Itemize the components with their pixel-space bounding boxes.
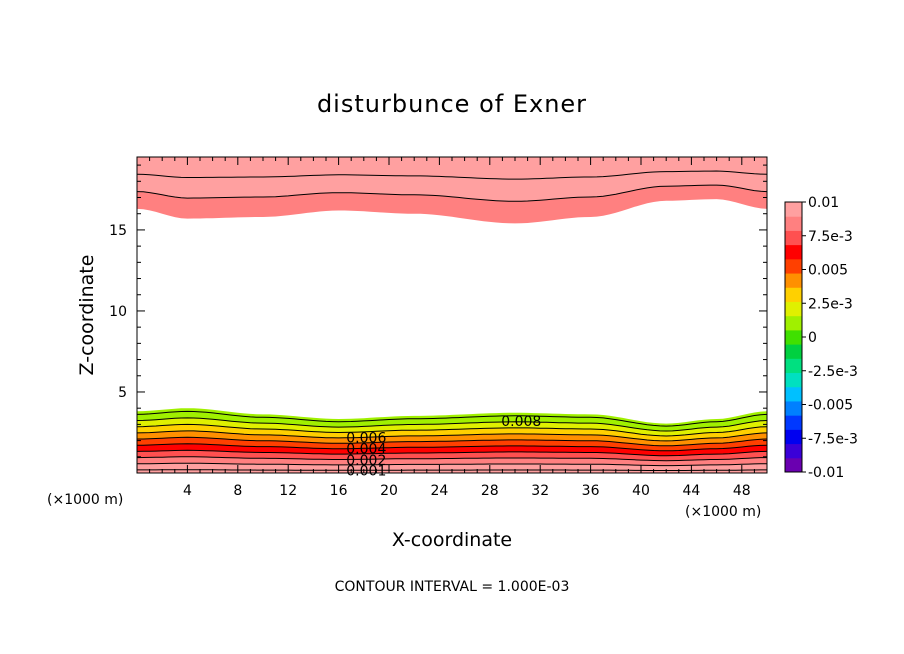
contour-label: 0.001 (346, 464, 386, 480)
colorbar-segment (785, 344, 802, 359)
colorbar-label: 0.005 (808, 263, 848, 279)
x-axis-ticks: 4 8 12 16 20 24 28 32 36 40 44 48 (149, 157, 755, 499)
x-tick-label: 16 (330, 483, 348, 499)
x-tick-label: 20 (380, 483, 398, 499)
colorbar-segment (785, 443, 802, 459)
contour-line-upper (136, 170, 768, 180)
colorbar-labels: 0.01 7.5e-3 0.005 2.5e-3 0 -2.5e-3 -0.005 -7.5e… (802, 195, 858, 481)
contour-band-lower (137, 411, 767, 431)
colorbar-segment (785, 202, 802, 217)
contour-line-lower (136, 410, 768, 427)
x-axis-label: X-coordinate (392, 529, 512, 551)
colorbar-segment (785, 358, 802, 374)
contour-band-lower (137, 463, 767, 471)
colorbar-label: -0.01 (808, 465, 844, 481)
y-axis-ticks: 5 10 15 (109, 164, 767, 458)
colorbar-label: 7.5e-3 (808, 229, 853, 245)
colorbar-label: -2.5e-3 (808, 364, 858, 380)
x-tick-label: 28 (481, 483, 499, 499)
colorbar-segment (785, 230, 802, 246)
colorbar-segment (785, 400, 802, 416)
contour-line-lower (137, 436, 768, 447)
contour-line-upper (136, 184, 768, 202)
contour-interval-footer: CONTOUR INTERVAL = 1.000E-03 (335, 579, 570, 595)
contour-band-upper (137, 185, 767, 224)
contour-line-lower (137, 443, 768, 452)
contour-label: 0.006 (346, 430, 386, 446)
y-axis-label: Z-coordinate (76, 255, 98, 376)
colorbar-segment (785, 216, 802, 231)
colorbar-segment (785, 415, 802, 430)
x-tick-label: 32 (531, 483, 549, 499)
contour-band-lower (137, 417, 767, 436)
colorbar-segment (785, 301, 802, 317)
colorbar-segment (785, 429, 802, 445)
contour-label: 0.008 (501, 414, 541, 430)
colorbar-segment (785, 315, 802, 331)
contour-label: 0.004 (346, 442, 386, 458)
y-tick-label: 15 (109, 223, 127, 239)
x-tick-label: 36 (582, 483, 600, 499)
contour-band-lower (137, 450, 767, 461)
colorbar-segment (785, 273, 802, 288)
colorbar-segment (785, 258, 802, 274)
colorbar-label: 2.5e-3 (808, 296, 853, 312)
colorbar-segment (785, 457, 802, 473)
colorbar (784, 201, 803, 473)
contour-band-lower (137, 430, 767, 446)
colorbar-label: -7.5e-3 (808, 431, 858, 447)
contour-band-lower (137, 408, 767, 427)
colorbar-segment (785, 329, 802, 345)
colorbar-label: 0.01 (808, 195, 839, 211)
contour-line-lower (136, 423, 768, 437)
contour-band-lower (137, 437, 767, 451)
x-tick-label: 44 (682, 483, 700, 499)
contour-line-lower (136, 456, 767, 462)
colorbar-label: 0 (808, 330, 817, 346)
z-unit-label: (×1000 m) (47, 492, 123, 508)
contour-line-lower (136, 449, 768, 457)
colorbar-segment (785, 244, 802, 260)
y-tick-label: 10 (109, 304, 127, 320)
y-tick-label: 5 (118, 385, 127, 401)
x-tick-label: 24 (430, 483, 448, 499)
x-tick-label: 4 (183, 483, 192, 499)
x-tick-label: 8 (233, 483, 242, 499)
colorbar-segment (785, 287, 802, 302)
contour-band-upper (137, 171, 767, 202)
x-tick-label: 12 (279, 483, 297, 499)
contour-band-lower (137, 424, 767, 441)
colorbar-segment (785, 372, 802, 388)
colorbar-label: -0.005 (808, 398, 853, 414)
contour-band-upper (137, 157, 767, 180)
colorbar-segment (785, 386, 802, 402)
contour-line-lower (136, 430, 768, 442)
chart-title: disturbunce of Exner (317, 90, 587, 118)
x-tick-label: 48 (733, 483, 751, 499)
contour-line-lower (137, 462, 768, 467)
x-unit-label: (×1000 m) (685, 504, 761, 520)
contour-label: 0.002 (346, 453, 386, 469)
contour-line-lower (136, 417, 768, 432)
x-tick-label: 40 (632, 483, 650, 499)
